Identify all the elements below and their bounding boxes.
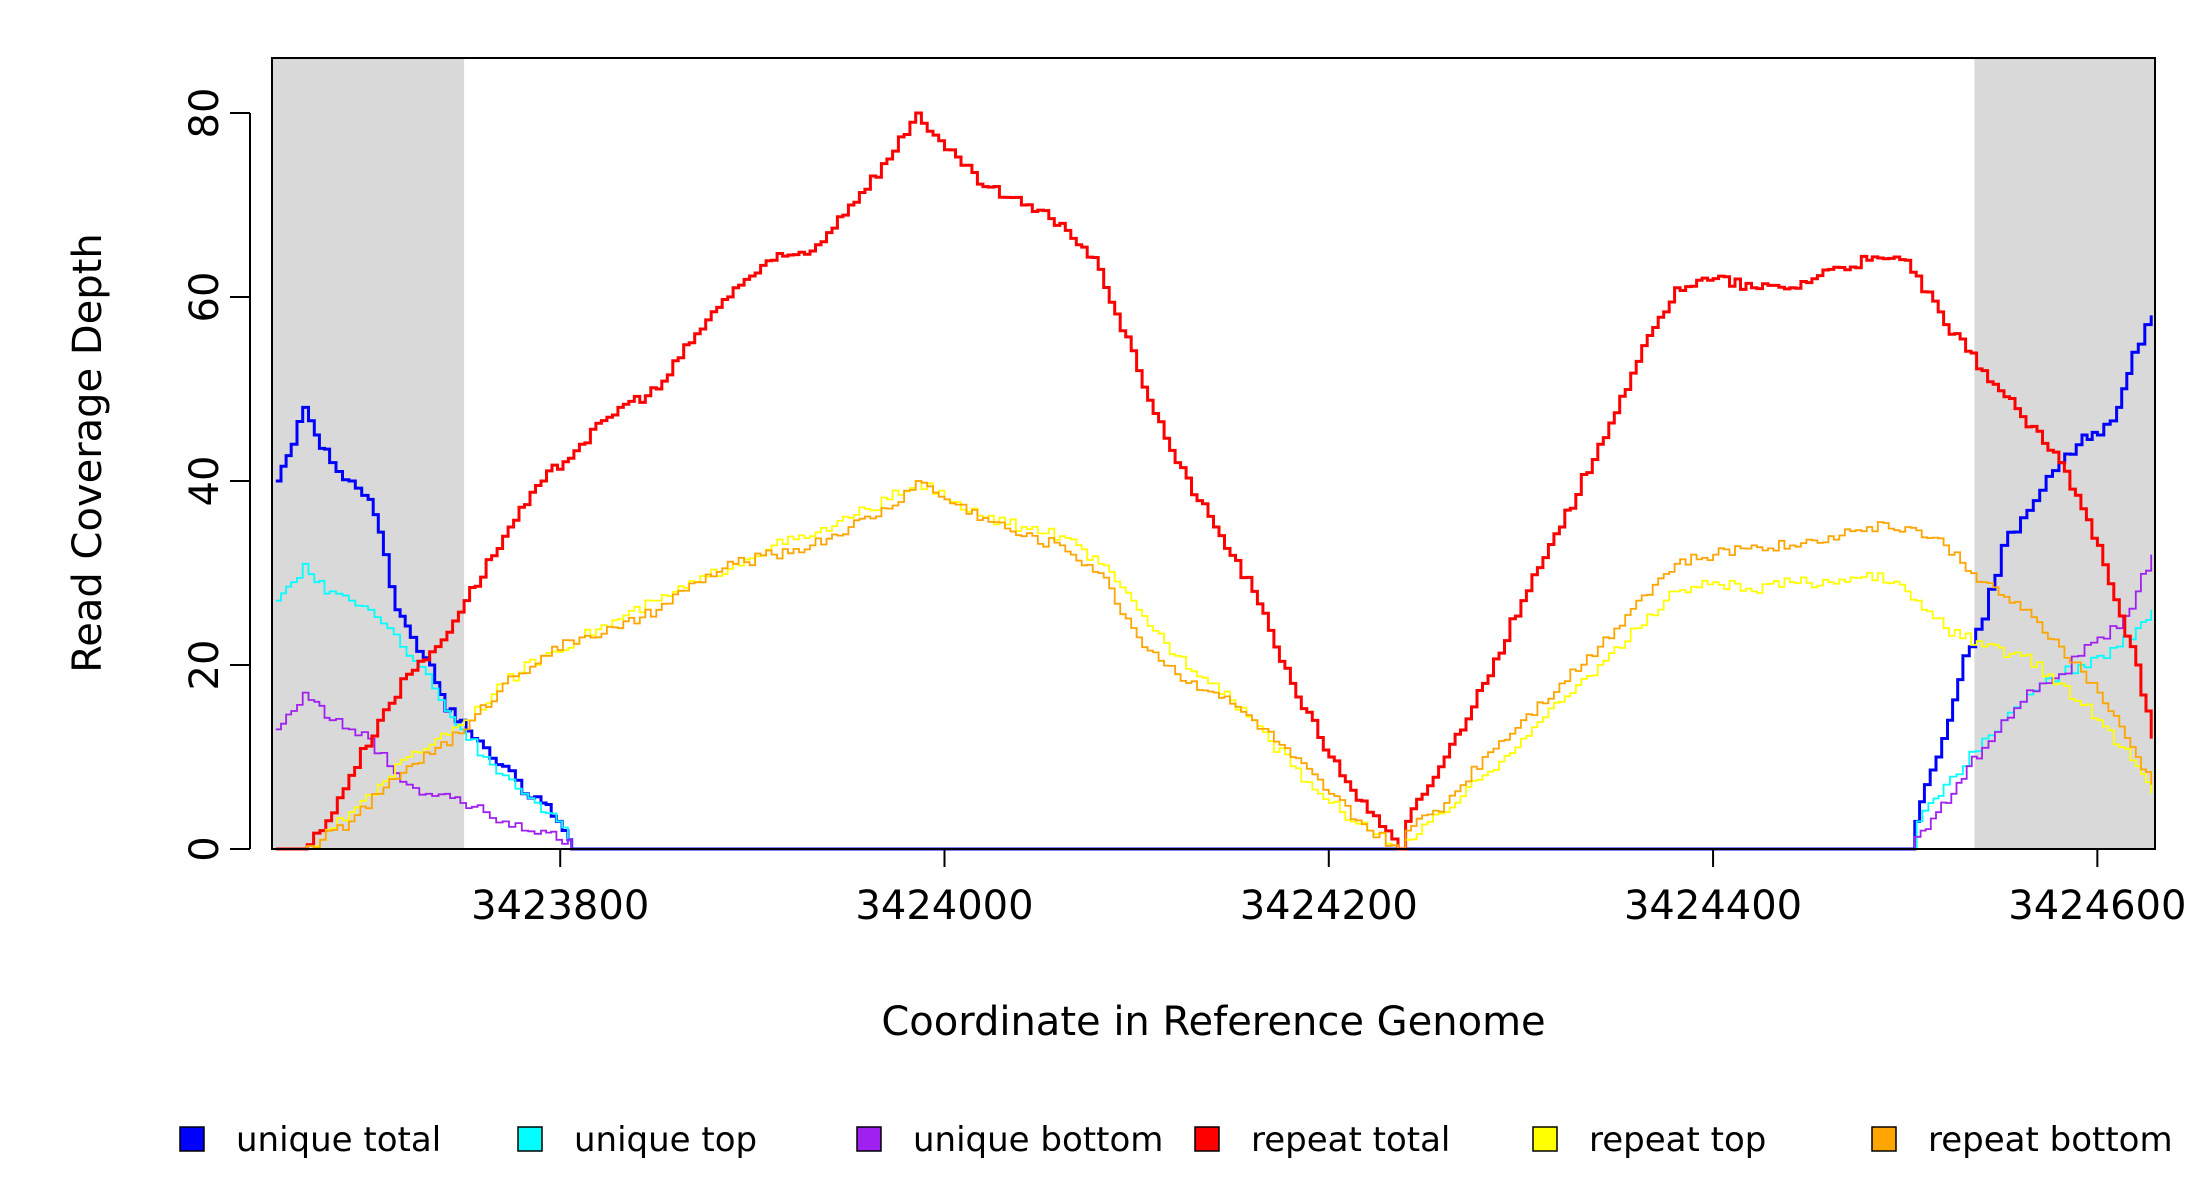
legend-label-repeat-bottom: repeat bottom: [1928, 1120, 2173, 1160]
y-tick-label: 80: [182, 88, 228, 139]
legend-label-unique-bottom: unique bottom: [913, 1120, 1163, 1160]
legend-swatch-repeat-total: [1194, 1126, 1220, 1152]
y-tick-label: 60: [182, 272, 228, 323]
y-axis-label: Read Coverage Depth: [65, 233, 111, 672]
legend-swatch-repeat-top: [1532, 1126, 1558, 1152]
legend-swatch-repeat-bottom: [1871, 1126, 1897, 1152]
series-line-unique-top: [275, 562, 2153, 850]
series-line-unique-total: [275, 315, 2153, 851]
y-tick-label: 20: [182, 640, 228, 691]
series-line-repeat-top: [275, 480, 2153, 850]
x-tick-label: 3424400: [1624, 883, 1802, 929]
series-lines: [275, 111, 2153, 851]
series-line-unique-bottom: [275, 554, 2153, 850]
series-line-repeat-total: [275, 111, 2153, 851]
legend-swatch-unique-bottom: [856, 1126, 882, 1152]
x-tick-label: 3424600: [2008, 883, 2186, 929]
series-line-repeat-bottom: [275, 480, 2153, 850]
x-tick-label: 3424000: [855, 883, 1033, 929]
x-axis-label: Coordinate in Reference Genome: [881, 999, 1545, 1045]
legend: unique total unique top unique bottom repea…: [179, 1120, 2173, 1160]
shaded-region-1: [272, 58, 465, 849]
legend-label-unique-total: unique total: [236, 1120, 441, 1160]
plot-frame: [271, 57, 2156, 850]
axes: 3423800 3424000 3424200 3424400 3424600 0 20 40…: [182, 88, 2186, 929]
x-tick-label: 3423800: [471, 883, 649, 929]
legend-swatch-unique-top: [517, 1126, 543, 1152]
y-tick-label: 0: [182, 836, 228, 861]
legend-swatch-unique-total: [179, 1126, 205, 1152]
x-tick-label: 3424200: [1240, 883, 1418, 929]
y-tick-label: 40: [182, 456, 228, 507]
legend-label-repeat-top: repeat top: [1589, 1120, 1766, 1160]
legend-label-repeat-total: repeat total: [1251, 1120, 1450, 1160]
shaded-regions: [272, 58, 2155, 849]
legend-label-unique-top: unique top: [574, 1120, 757, 1160]
